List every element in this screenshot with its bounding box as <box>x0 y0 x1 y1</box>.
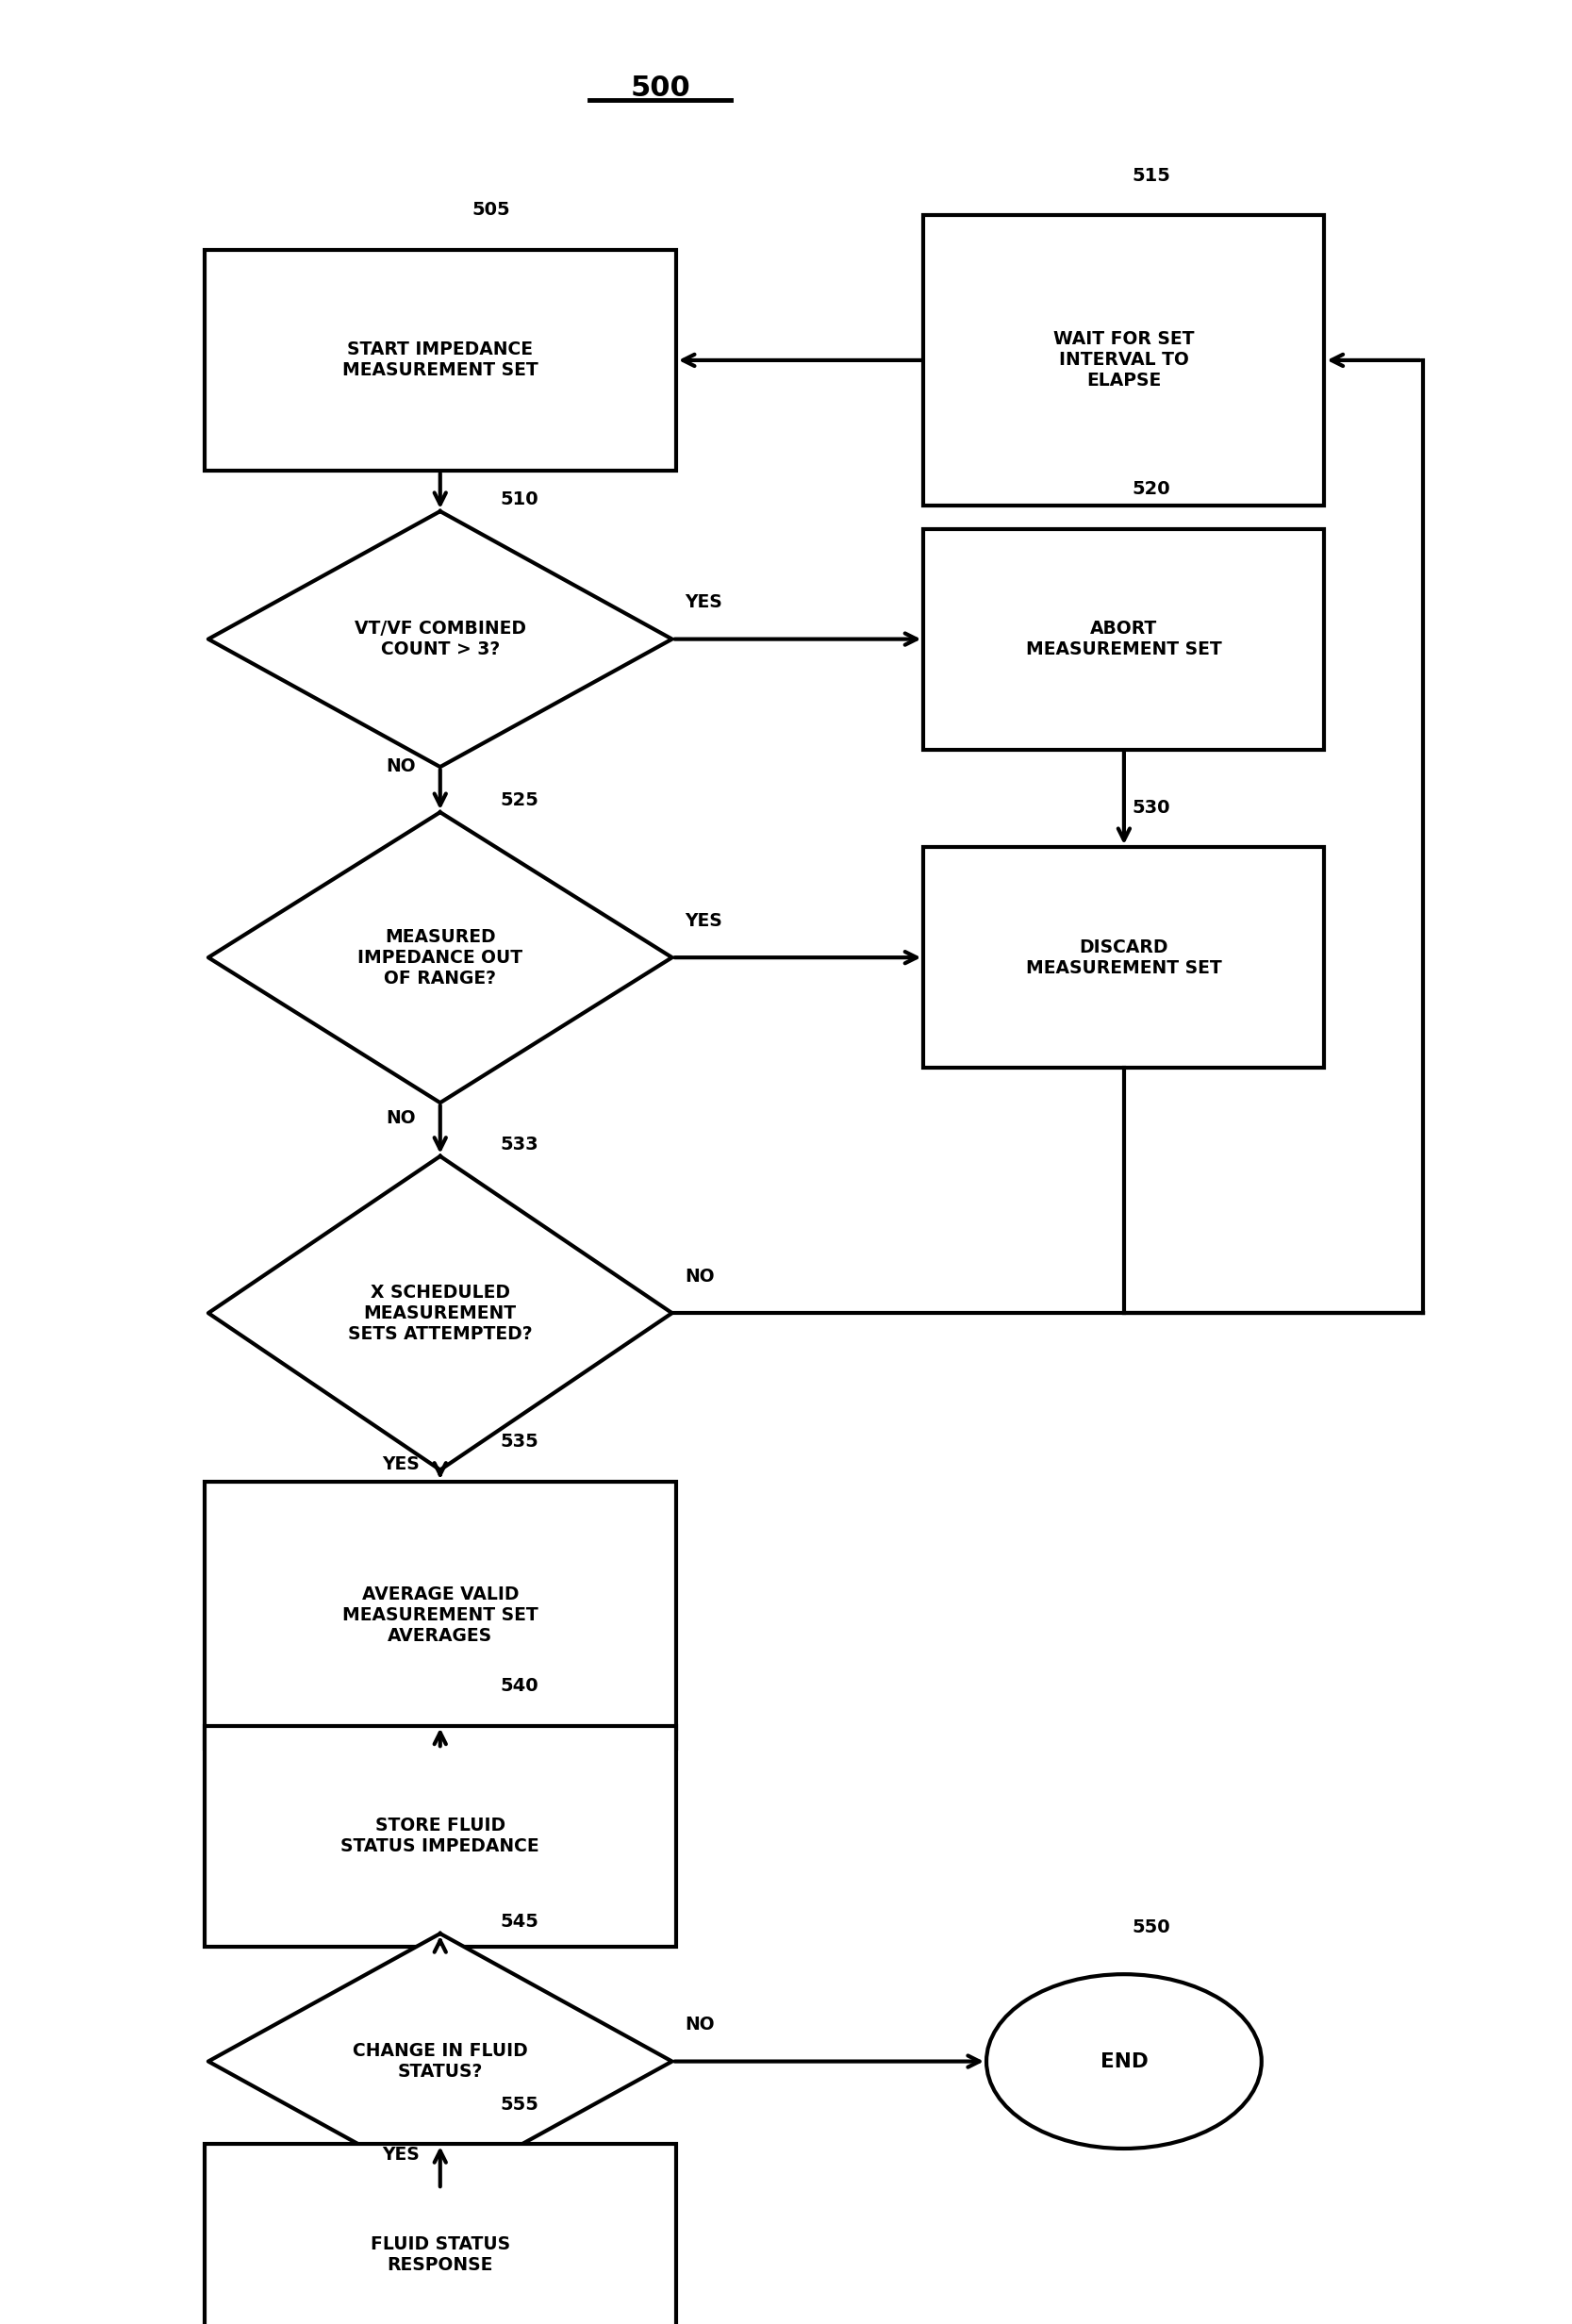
Text: MEASURED
IMPEDANCE OUT
OF RANGE?: MEASURED IMPEDANCE OUT OF RANGE? <box>357 927 523 988</box>
Text: START IMPEDANCE
MEASUREMENT SET: START IMPEDANCE MEASUREMENT SET <box>343 342 538 379</box>
Text: END: END <box>1100 2052 1148 2071</box>
Text: 530: 530 <box>1132 799 1170 816</box>
Text: WAIT FOR SET
INTERVAL TO
ELAPSE: WAIT FOR SET INTERVAL TO ELAPSE <box>1053 330 1195 390</box>
Text: CHANGE IN FLUID
STATUS?: CHANGE IN FLUID STATUS? <box>352 2043 528 2080</box>
Text: YES: YES <box>382 2145 420 2164</box>
FancyBboxPatch shape <box>204 2143 676 2324</box>
FancyBboxPatch shape <box>923 848 1324 1069</box>
Text: YES: YES <box>685 593 722 611</box>
Polygon shape <box>209 813 673 1104</box>
FancyBboxPatch shape <box>923 530 1324 751</box>
Text: 525: 525 <box>500 792 539 809</box>
Text: DISCARD
MEASUREMENT SET: DISCARD MEASUREMENT SET <box>1027 939 1221 976</box>
Text: 510: 510 <box>500 490 538 509</box>
Text: YES: YES <box>685 911 722 930</box>
FancyBboxPatch shape <box>204 251 676 472</box>
Text: NO: NO <box>685 2015 714 2034</box>
Text: VT/VF COMBINED
COUNT > 3?: VT/VF COMBINED COUNT > 3? <box>354 621 527 658</box>
Ellipse shape <box>987 1975 1261 2147</box>
Text: 535: 535 <box>500 1434 538 1450</box>
FancyBboxPatch shape <box>204 1724 676 1948</box>
Text: 520: 520 <box>1132 481 1170 497</box>
Polygon shape <box>209 1157 673 1471</box>
Text: FLUID STATUS
RESPONSE: FLUID STATUS RESPONSE <box>371 2236 509 2273</box>
Polygon shape <box>209 511 673 767</box>
Text: NO: NO <box>387 1109 415 1127</box>
Text: ABORT
MEASUREMENT SET: ABORT MEASUREMENT SET <box>1027 621 1221 658</box>
FancyBboxPatch shape <box>204 1483 676 1750</box>
Text: STORE FLUID
STATUS IMPEDANCE: STORE FLUID STATUS IMPEDANCE <box>341 1817 539 1855</box>
Text: 555: 555 <box>500 2096 539 2113</box>
Text: 540: 540 <box>500 1678 538 1694</box>
Text: AVERAGE VALID
MEASUREMENT SET
AVERAGES: AVERAGE VALID MEASUREMENT SET AVERAGES <box>343 1585 538 1645</box>
Text: NO: NO <box>387 758 415 776</box>
Polygon shape <box>209 1934 673 2189</box>
Text: 545: 545 <box>500 1913 539 1931</box>
Text: 505: 505 <box>472 202 509 218</box>
Text: 550: 550 <box>1132 1920 1170 1936</box>
Text: 500: 500 <box>630 74 690 102</box>
Text: 515: 515 <box>1132 167 1171 184</box>
Text: YES: YES <box>382 1455 420 1473</box>
FancyBboxPatch shape <box>923 216 1324 507</box>
Text: 533: 533 <box>500 1136 538 1153</box>
Text: NO: NO <box>685 1267 714 1285</box>
Text: X SCHEDULED
MEASUREMENT
SETS ATTEMPTED?: X SCHEDULED MEASUREMENT SETS ATTEMPTED? <box>347 1283 533 1343</box>
